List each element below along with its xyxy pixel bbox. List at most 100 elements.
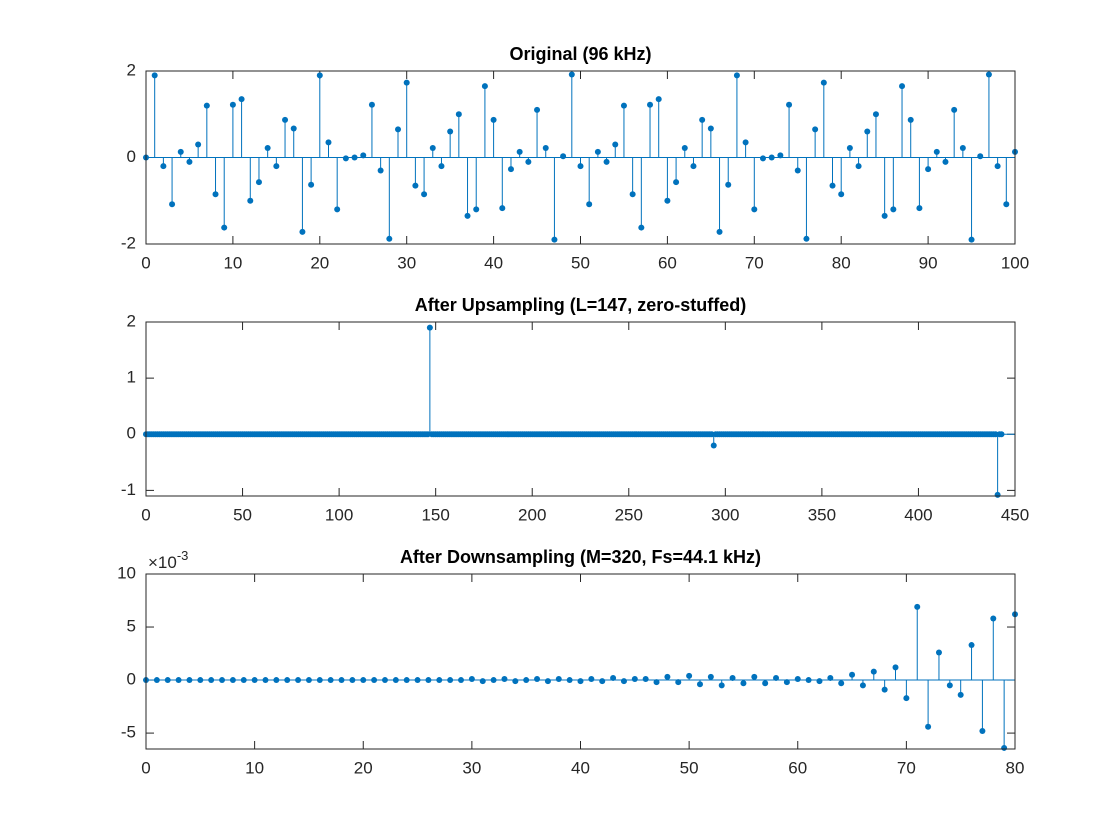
stem-marker (642, 676, 649, 682)
y-tick-label: 10 (117, 563, 136, 582)
stem-marker (870, 668, 877, 675)
stem-marker (681, 144, 688, 151)
stem-marker (160, 163, 167, 170)
x-tick-label: 50 (233, 505, 252, 524)
stem-marker (490, 116, 497, 123)
stem-marker (560, 153, 567, 160)
stem-marker (1001, 744, 1008, 751)
stem-marker (577, 163, 584, 170)
chart-title: After Upsampling (L=147, zero-stuffed) (415, 295, 747, 315)
y-tick-label: -1 (121, 480, 136, 499)
stem-marker (308, 181, 315, 188)
stem-marker (229, 677, 236, 684)
stem-marker (507, 166, 514, 173)
stem-marker (925, 723, 932, 730)
y-multiplier-base: ×10 (148, 553, 177, 572)
stem-marker (881, 686, 888, 693)
stem-marker (935, 649, 942, 656)
stem-marker (238, 96, 245, 103)
stem-marker (221, 224, 228, 231)
x-tick-label: 350 (808, 505, 836, 524)
axes-box (145, 573, 1016, 750)
stem-marker (438, 163, 445, 170)
stem-marker (426, 324, 433, 331)
x-tick-label: 0 (141, 758, 150, 777)
x-tick-label: 20 (310, 253, 329, 272)
y-tick-label: 1 (127, 368, 136, 387)
x-tick-label: 200 (518, 505, 546, 524)
x-tick-label: 30 (462, 758, 481, 777)
stem-marker (629, 191, 636, 198)
stem-marker (968, 642, 975, 649)
stem-marker (707, 673, 714, 680)
stem-marker (371, 677, 378, 684)
stem-marker (1003, 201, 1010, 208)
chart-title: After Downsampling (M=320, Fs=44.1 kHz) (400, 547, 761, 567)
stem-marker (838, 191, 845, 198)
stem-marker (907, 116, 914, 123)
stem-marker (255, 179, 262, 186)
stem-marker (577, 678, 584, 685)
stem-marker (219, 677, 226, 684)
stem-marker (299, 228, 306, 235)
x-tick-label: 100 (1001, 253, 1029, 272)
stem-marker (890, 206, 897, 213)
stem-marker (916, 205, 923, 212)
stem-marker (395, 126, 402, 133)
stem-marker (647, 101, 654, 108)
stem-marker (262, 677, 269, 684)
stem-marker (718, 682, 725, 689)
stem-marker (512, 678, 519, 685)
x-tick-label: 250 (615, 505, 643, 524)
x-tick-label: 10 (245, 758, 264, 777)
stem-marker (544, 678, 551, 685)
stem-marker (305, 677, 312, 684)
stem-marker (751, 673, 758, 680)
stem-marker (816, 678, 823, 685)
x-tick-label: 450 (1001, 505, 1029, 524)
axes-box (145, 321, 1016, 497)
x-tick-label: 80 (1006, 758, 1025, 777)
stem-marker (414, 677, 421, 684)
x-tick-label: 70 (745, 253, 764, 272)
stem-marker (655, 96, 662, 103)
stem-marker (820, 79, 827, 86)
x-tick-label: 60 (788, 758, 807, 777)
stem-marker (534, 106, 541, 113)
y-tick-label: 2 (127, 311, 136, 330)
stem-marker (631, 676, 638, 682)
chart-title: Original (96 kHz) (509, 44, 651, 64)
stem-marker (349, 677, 356, 684)
stem-marker (686, 672, 693, 679)
stem-marker (957, 691, 964, 698)
stem-marker (664, 673, 671, 680)
stem-marker (942, 158, 949, 165)
stem-marker (620, 678, 627, 685)
axes-background (146, 322, 1015, 496)
stem-marker (610, 674, 617, 681)
stem-marker (794, 676, 801, 682)
stem-marker (740, 680, 747, 687)
stem-marker (316, 677, 323, 684)
stem-marker (169, 201, 176, 208)
stem-marker (327, 677, 334, 684)
x-tick-label: 50 (571, 253, 590, 272)
stem-marker (334, 206, 341, 213)
stem-marker (551, 236, 558, 243)
stem-marker (998, 431, 1005, 438)
stem-marker (273, 677, 280, 684)
x-tick-label: 40 (484, 253, 503, 272)
stem-marker (195, 141, 202, 148)
stem-marker (481, 83, 488, 90)
stem-marker (555, 676, 562, 682)
stem-marker (568, 71, 575, 78)
x-tick-label: 80 (832, 253, 851, 272)
stem-marker (872, 111, 879, 118)
stem-marker (838, 680, 845, 687)
stem-marker (325, 139, 332, 146)
stem-marker (977, 153, 984, 160)
stem-marker (773, 674, 780, 681)
stem-marker (351, 154, 358, 161)
stem-marker (381, 677, 388, 684)
stem-marker (620, 102, 627, 109)
